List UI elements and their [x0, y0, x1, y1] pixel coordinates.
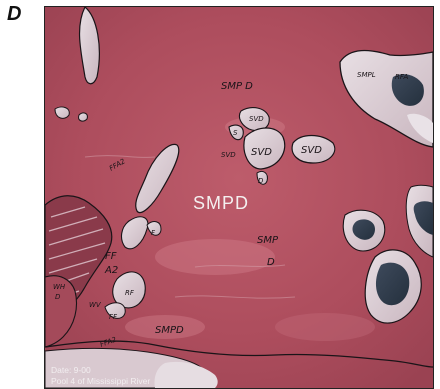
caption-date: Date: 9-00	[51, 365, 91, 375]
map-image: SMP D SMPL RFA SVD SVD SVD SVD S D SMP D…	[44, 6, 434, 389]
polygon-small-left-2	[78, 112, 88, 122]
label-d-mid: D	[258, 177, 264, 185]
faint-streaks	[84, 155, 296, 299]
label-a2: A2	[104, 265, 118, 276]
bright-top-right	[407, 113, 433, 143]
label-smp-right: SMP	[257, 235, 279, 246]
label-rfa: RFA	[395, 73, 408, 81]
polygon-svd-small	[256, 170, 268, 185]
label-d-right: D	[267, 257, 275, 268]
polygon-svd-left	[243, 127, 286, 170]
label-smp-d-top: SMP D	[221, 81, 253, 92]
label-wv: WV	[89, 301, 102, 309]
polygon-wh	[45, 275, 78, 348]
polygon-small-left	[54, 106, 70, 119]
label-d-left: D	[55, 293, 61, 301]
label-svd-right: SVD	[301, 145, 322, 156]
polygon-s-small	[228, 124, 244, 141]
center-label-smpd: SMPD	[193, 193, 249, 213]
boundary-bottom	[45, 340, 433, 368]
water-top-right	[391, 74, 424, 106]
label-ff-small: FF	[109, 313, 118, 321]
label-s-mark: S	[233, 129, 238, 137]
polygon-rf	[112, 271, 146, 309]
map-canvas: SMP D SMPL RFA SVD SVD SVD SVD S D SMP D…	[45, 7, 433, 388]
label-smpl: SMPL	[357, 71, 376, 79]
label-svd-left: SVD	[251, 147, 272, 158]
caption-place: Pool 4 of Mississippi River	[51, 376, 150, 386]
polygon-svd-right	[291, 134, 336, 164]
label-wh: WH	[53, 283, 66, 291]
polygon-top-right-smpl	[339, 49, 433, 148]
label-svd-tiny: SVD	[249, 115, 264, 123]
polygon-top-left-strip	[78, 7, 100, 85]
polygon-ffa2-upper	[135, 143, 180, 214]
label-smpd-bottom: SMPD	[155, 325, 184, 336]
panel-letter: D	[7, 3, 22, 25]
polygon-ff-a2	[120, 216, 149, 250]
label-rf: RF	[125, 289, 135, 297]
water-right-lower	[375, 262, 410, 306]
water-right-edge	[413, 201, 433, 235]
label-f-small: F	[151, 229, 156, 237]
polygon-rf-small	[104, 302, 126, 319]
polygon-fd-small	[146, 221, 162, 236]
polygon-bottom-white-2	[154, 361, 218, 388]
water-right-upper	[352, 219, 375, 240]
label-svd-small: SVD	[221, 151, 236, 159]
label-ff: FF	[105, 251, 117, 262]
